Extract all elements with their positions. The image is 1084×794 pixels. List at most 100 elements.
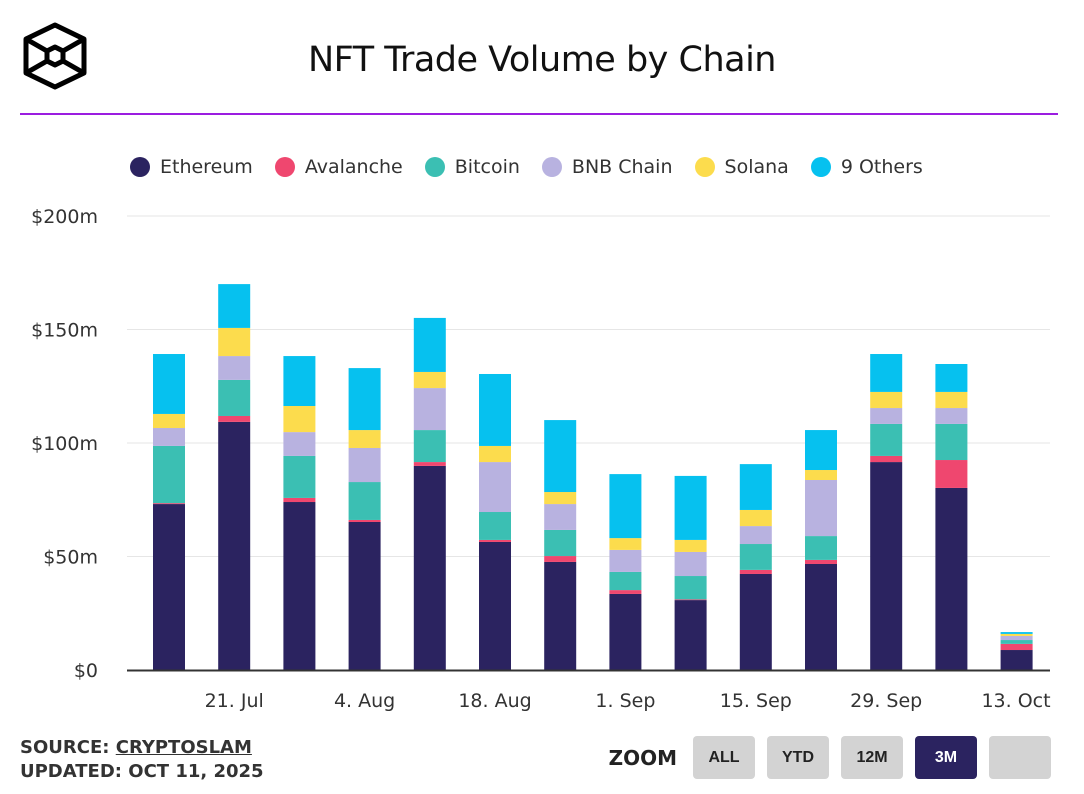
- bar-segment-bitcoin: [153, 445, 185, 504]
- bar-segment-solana: [935, 391, 968, 409]
- bar-segment-solana: [479, 445, 511, 463]
- bar-segment-ethereum: [739, 573, 772, 670]
- legend-item-avalanche[interactable]: Avalanche: [274, 156, 403, 178]
- bar-segment-bnb-chain: [935, 408, 968, 424]
- bar-segment-bitcoin: [609, 571, 642, 591]
- legend-item-bnb-chain[interactable]: BNB Chain: [541, 156, 673, 178]
- bar-segment-bnb-chain: [674, 551, 707, 577]
- bar-segment-9-others: [413, 317, 446, 372]
- bar-segment-ethereum: [544, 561, 577, 670]
- legend-label: 9 Others: [840, 156, 923, 178]
- y-tick-label: $50m: [43, 547, 98, 569]
- bar-segment-avalanche: [1000, 643, 1033, 651]
- bar-segment-solana: [153, 413, 185, 429]
- bar-segment-bitcoin: [218, 379, 251, 416]
- legend-item-solana[interactable]: Solana: [694, 156, 789, 178]
- bar-segment-bnb-chain: [153, 428, 185, 446]
- bar-segment-9-others: [870, 354, 903, 392]
- bar-segment-9-others: [218, 284, 251, 328]
- zoom-controls: ZOOM ALL YTD 12M 3M: [609, 736, 1051, 779]
- bar-segment-ethereum: [935, 487, 968, 670]
- bar-segment-solana: [283, 405, 316, 433]
- bar-segment-solana: [1000, 633, 1033, 636]
- bar-segment-ethereum: [218, 421, 251, 670]
- legend-label: Ethereum: [160, 156, 253, 178]
- y-tick-label: $200m: [31, 206, 98, 228]
- bar-segment-9-others: [283, 356, 316, 406]
- bar-segment-bitcoin: [479, 512, 511, 540]
- zoom-12m-button[interactable]: 12M: [841, 736, 903, 779]
- bar-segment-9-others: [1000, 632, 1033, 634]
- bar-segment-bitcoin: [935, 423, 968, 461]
- zoom-all-button[interactable]: ALL: [693, 736, 755, 779]
- legend-dot-icon: [424, 157, 445, 177]
- bar-segment-avalanche: [218, 415, 251, 422]
- title-divider: [20, 113, 1058, 115]
- x-tick-label: 1. Sep: [595, 690, 655, 712]
- bar-segment-bnb-chain: [870, 408, 903, 424]
- bar-segment-solana: [674, 539, 707, 552]
- legend-dot-icon: [541, 157, 562, 177]
- bar-segment-solana: [218, 327, 251, 357]
- bar-segment-bnb-chain: [479, 462, 511, 513]
- updated-text: UPDATED: OCT 11, 2025: [20, 761, 264, 782]
- bar-segment-bnb-chain: [544, 504, 577, 530]
- legend-item-9-others[interactable]: 9 Others: [810, 156, 923, 178]
- bar-segment-avalanche: [544, 556, 577, 562]
- bar-segment-9-others: [609, 474, 642, 539]
- bar-segment-avalanche: [935, 460, 968, 488]
- bar-segment-avalanche: [805, 559, 837, 564]
- bar-segment-avalanche: [739, 569, 772, 574]
- bar-segment-9-others: [544, 420, 577, 493]
- bar-segment-9-others: [153, 354, 185, 414]
- bar-segment-ethereum: [805, 563, 837, 670]
- bar-segment-bitcoin: [1000, 640, 1033, 644]
- bar-segment-ethereum: [870, 462, 903, 670]
- bar-segment-9-others: [805, 430, 837, 471]
- bar-segment-ethereum: [283, 502, 316, 670]
- footer-info: SOURCE: CRYPTOSLAM UPDATED: OCT 11, 2025: [20, 736, 264, 784]
- bar-segment-avalanche: [674, 599, 707, 601]
- x-tick-label: 13. Oct: [981, 690, 1050, 712]
- zoom-extra-button[interactable]: [989, 736, 1051, 779]
- bar-segment-solana: [609, 538, 642, 550]
- legend-dot-icon: [274, 157, 295, 177]
- bar-segment-ethereum: [348, 521, 381, 670]
- x-tick-label: 29. Sep: [850, 690, 922, 712]
- legend-item-ethereum[interactable]: Ethereum: [130, 156, 253, 178]
- legend-label: BNB Chain: [571, 156, 673, 178]
- x-tick-label: 15. Sep: [720, 690, 792, 712]
- x-tick-label: 4. Aug: [334, 690, 395, 712]
- bar-segment-avalanche: [609, 590, 642, 594]
- bar-segment-ethereum: [479, 541, 511, 670]
- bar-segment-solana: [544, 492, 577, 505]
- bar-segment-solana: [348, 430, 381, 448]
- stacked-bar-chart: $0 $50m $100m $150m $200m 21. Jul 4. Aug 18. Au…: [31, 206, 1050, 712]
- bar-segment-bitcoin: [413, 430, 446, 463]
- bar-segment-solana: [413, 371, 446, 389]
- bar-segment-bitcoin: [348, 482, 381, 520]
- legend-label: Solana: [724, 156, 789, 178]
- x-tick-label: 18. Aug: [458, 690, 531, 712]
- bar-segment-bnb-chain: [739, 526, 772, 545]
- bar-segment-ethereum: [674, 600, 707, 670]
- bar-segment-bnb-chain: [805, 480, 837, 537]
- bar-segment-avalanche: [413, 462, 446, 466]
- bar-segment-bitcoin: [870, 423, 903, 456]
- chart-title: NFT Trade Volume by Chain: [308, 40, 776, 80]
- bar-segment-bitcoin: [674, 576, 707, 600]
- legend-dot-icon: [810, 157, 831, 177]
- bar-segment-9-others: [479, 373, 511, 446]
- bar-segment-ethereum: [413, 465, 446, 670]
- bar-segment-bitcoin: [544, 529, 577, 557]
- legend-item-bitcoin[interactable]: Bitcoin: [424, 156, 520, 178]
- bar-segment-bitcoin: [283, 455, 316, 498]
- source-link[interactable]: CRYPTOSLAM: [115, 737, 252, 758]
- y-tick-label: $0: [74, 660, 98, 682]
- legend-dot-icon: [694, 157, 715, 177]
- zoom-3m-button[interactable]: 3M: [915, 736, 977, 779]
- bar-segment-solana: [870, 391, 903, 409]
- zoom-ytd-button[interactable]: YTD: [767, 736, 829, 779]
- bar-segment-ethereum: [609, 593, 642, 670]
- legend-dot-icon: [130, 157, 150, 177]
